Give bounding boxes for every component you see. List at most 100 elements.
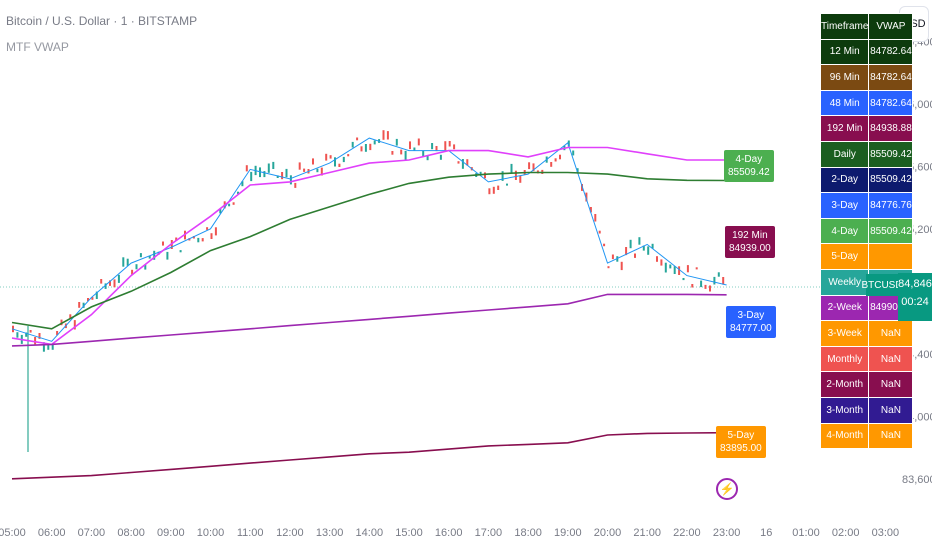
- label-3-day-name: 3-Day: [737, 310, 765, 321]
- candle: [576, 168, 579, 173]
- label-5-day-name: 5-Day: [727, 430, 755, 441]
- candle: [391, 151, 394, 155]
- candle: [528, 162, 531, 170]
- candle: [347, 154, 350, 157]
- label-4-day-name: 4-Day: [735, 154, 763, 165]
- candle: [603, 243, 606, 247]
- candle: [338, 163, 341, 167]
- candle: [409, 141, 411, 150]
- candle: [245, 165, 248, 172]
- lightning-icon[interactable]: ⚡: [716, 478, 738, 500]
- candle: [382, 130, 385, 140]
- vwap-table-row: 4-Month NaN: [819, 422, 914, 450]
- time-tick-label: 12:00: [276, 527, 304, 539]
- candle: [717, 272, 720, 277]
- vwap-value-cell: [868, 243, 914, 270]
- candle: [276, 175, 279, 178]
- vwap-series-line: [11, 431, 727, 480]
- indicator-name: MTF VWAP: [6, 40, 69, 54]
- candle: [669, 264, 672, 269]
- vwap-timeframe-cell: 12 Min: [819, 38, 870, 66]
- candle: [356, 137, 359, 141]
- candle: [395, 138, 398, 146]
- candle: [642, 245, 645, 251]
- candle: [651, 243, 654, 249]
- time-tick-label: 02:00: [832, 527, 860, 539]
- header-vwap: VWAP: [868, 13, 914, 40]
- candle: [550, 162, 553, 167]
- candle: [294, 182, 297, 188]
- candle: [492, 186, 495, 194]
- vwap-timeframe-cell: 2-Day: [819, 166, 870, 194]
- time-tick-label: 06:00: [38, 527, 66, 539]
- vwap-series-line: [11, 293, 727, 347]
- candle: [501, 171, 504, 181]
- candle: [585, 192, 588, 202]
- candle: [139, 253, 142, 258]
- vwap-value-cell: NaN: [868, 345, 914, 373]
- candle: [320, 167, 323, 176]
- candle: [25, 332, 28, 337]
- candle: [611, 254, 614, 260]
- time-tick-label: 22:00: [673, 527, 701, 539]
- vwap-timeframe-cell: 48 Min: [819, 89, 870, 117]
- vwap-table-row: 3-Month NaN: [819, 396, 914, 424]
- candle: [444, 141, 447, 151]
- candle: [47, 344, 50, 350]
- vwap-timeframe-cell: 5-Day: [819, 243, 870, 270]
- vwap-timeframe-cell: 3-Month: [819, 396, 870, 424]
- vwap-value-cell: 84782.64: [868, 38, 914, 66]
- candle: [369, 143, 372, 151]
- vwap-value-cell: NaN: [868, 422, 914, 450]
- vwap-timeframe-cell: 4-Day: [819, 217, 870, 245]
- vwap-value-cell: 84938.88: [868, 115, 914, 142]
- time-tick-label: 18:00: [514, 527, 542, 539]
- candle: [682, 278, 685, 281]
- time-tick-label: 01:00: [792, 527, 820, 539]
- vwap-timeframe-cell: 192 Min: [819, 115, 870, 142]
- time-tick-label: 23:00: [713, 527, 741, 539]
- vwap-table-row: Monthly NaN: [819, 345, 914, 373]
- vwap-table-row: 48 Min 84782.64: [819, 89, 914, 117]
- candle: [303, 168, 306, 172]
- candle: [117, 274, 120, 283]
- vwap-series-line: [11, 146, 727, 346]
- candle: [113, 279, 116, 288]
- candle: [285, 168, 288, 178]
- candle: [448, 141, 451, 147]
- price-tick-label: 83,600: [902, 474, 932, 486]
- candle: [334, 157, 336, 167]
- time-tick-label: 07:00: [78, 527, 106, 539]
- candle: [192, 236, 195, 239]
- time-tick-label: 14:00: [356, 527, 384, 539]
- candle: [60, 319, 63, 326]
- vwap-timeframe-cell: 96 Min: [819, 64, 870, 91]
- candle: [466, 159, 469, 166]
- vwap-timeframe-cell: 4-Month: [819, 422, 870, 450]
- vwap-table-row: 2-Month NaN: [819, 371, 914, 398]
- candle: [272, 161, 275, 169]
- candle: [312, 158, 314, 165]
- candle: [435, 146, 438, 152]
- candle: [78, 302, 81, 308]
- time-tick-label: 10:00: [197, 527, 225, 539]
- vwap-value-cell: 84782.64: [868, 64, 914, 91]
- time-tick-label: 21:00: [633, 527, 661, 539]
- candle: [479, 171, 482, 176]
- candle: [386, 131, 389, 140]
- vwap-lines: [11, 137, 727, 480]
- candle: [426, 155, 429, 161]
- candle: [532, 163, 535, 172]
- label-5-day-value: 83895.00: [720, 443, 762, 454]
- vwap-table-row: Daily 85509.42: [819, 140, 914, 168]
- candle: [298, 162, 301, 170]
- vwap-value-cell: 84782.64: [868, 89, 914, 117]
- label-5-day: 5-Day 83895.00: [716, 426, 766, 458]
- candle: [457, 161, 460, 164]
- vwap-table-row: 3-Week NaN: [819, 320, 914, 347]
- candle: [589, 207, 592, 213]
- candle: [634, 253, 636, 258]
- candle: [554, 158, 557, 162]
- candle: [69, 314, 72, 320]
